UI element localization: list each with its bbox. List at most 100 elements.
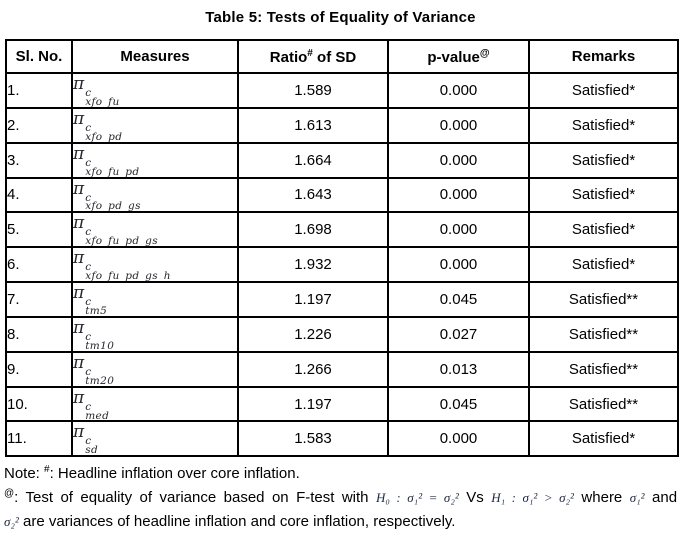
cell-sl-no: 2.: [5, 106, 73, 144]
cell-measure: π c tm5: [71, 281, 239, 318]
note-text: : Test of equality of variance based on …: [14, 489, 369, 507]
hash-marker: #: [44, 464, 50, 476]
header-pvalue-sup: @: [479, 47, 490, 59]
cell-pvalue: 0.000: [387, 141, 530, 179]
cell-ratio: 1.266: [237, 350, 389, 388]
header-ratio-text: Ratio: [269, 48, 308, 66]
note-5pct-significance: **: at 5 per cent level of significance.: [4, 539, 677, 543]
cell-sl-no: 1.: [5, 72, 73, 109]
cell-remarks: Satisfied*: [528, 211, 679, 249]
cell-remarks: Satisfied*: [528, 420, 679, 458]
table-row: 1. π c xfo_fu 1.589 0.000 Satisfied*: [5, 72, 679, 109]
measure-sub: xfo_pd_gs: [85, 200, 141, 213]
measure-scripts: c tm5: [85, 296, 108, 317]
cell-ratio: 1.226: [237, 315, 389, 353]
table-row: 8. π c tm10 1.226 0.027 Satisfied**: [5, 315, 679, 353]
note-text: Vs: [466, 489, 484, 507]
measure-sub: tm20: [85, 374, 115, 387]
pi-symbol: π: [73, 213, 85, 234]
cell-ratio: 1.698: [237, 211, 389, 249]
note-ftest-continued: σ₂² are variances of headline inflation …: [4, 512, 677, 532]
cell-remarks: Satisfied*: [528, 106, 679, 144]
cell-pvalue: 0.027: [387, 315, 530, 353]
pi-symbol: π: [73, 387, 85, 408]
measure-sup: c: [85, 435, 92, 448]
measure-scripts: c xfo_pd_gs: [85, 192, 141, 213]
pi-symbol: π: [73, 422, 85, 443]
table-row: 10. π c med 1.197 0.045 Satisfied**: [5, 385, 679, 423]
cell-measure: π c tm10: [71, 315, 239, 353]
note-ftest: @: Test of equality of variance based on…: [4, 484, 677, 508]
table-row: 6. π c xfo_fu_pd_gs_h 1.932 0.000 Satisfie…: [5, 246, 679, 284]
note-text: : Headline inflation over core inflation…: [49, 465, 300, 483]
cell-measure: π c xfo_fu_pd_gs: [71, 211, 239, 249]
header-ratio-sup: #: [307, 47, 313, 59]
measure-scripts: c tm10: [85, 330, 114, 350]
note-headline-def: Note: #: Headline inflation over core in…: [4, 460, 677, 484]
at-marker: @: [4, 488, 15, 500]
cell-pvalue: 0.000: [387, 176, 530, 214]
measure-sup: c: [85, 365, 92, 378]
table-notes: Note: #: Headline inflation over core in…: [4, 460, 677, 543]
measure-sup: c: [85, 330, 92, 343]
cell-measure: π c xfo_pd_gs: [71, 176, 239, 214]
pi-symbol: π: [73, 352, 85, 373]
cell-sl-no: 7.: [5, 281, 73, 318]
cell-sl-no: 10.: [5, 385, 73, 423]
measure-scripts: c xfo_pd: [85, 123, 123, 143]
cell-sl-no: 6.: [5, 246, 73, 284]
cell-remarks: Satisfied*: [528, 72, 679, 109]
measure-sub: xfo_pd: [85, 130, 123, 143]
pi-symbol: π: [73, 248, 85, 269]
header-row: Sl. No. Measures Ratio# of SD p-value@ R…: [5, 39, 679, 74]
measure-sup: c: [85, 296, 92, 309]
cell-ratio: 1.197: [237, 385, 389, 423]
cell-ratio: 1.664: [237, 141, 389, 179]
measure-scripts: c med: [85, 401, 109, 419]
measure-sub: tm5: [85, 304, 108, 317]
header-ratio: Ratio# of SD: [237, 39, 389, 74]
cell-pvalue: 0.045: [387, 385, 530, 423]
cell-sl-no: 3.: [5, 141, 73, 179]
cell-measure: π c xfo_fu: [71, 72, 239, 109]
cell-ratio: 1.589: [237, 72, 389, 109]
cell-ratio: 1.932: [237, 246, 389, 284]
cell-ratio: 1.583: [237, 420, 389, 458]
measure-scripts: c xfo_fu: [85, 87, 120, 108]
pi-symbol: π: [73, 178, 85, 199]
cell-measure: π c med: [71, 385, 239, 423]
cell-remarks: Satisfied**: [528, 315, 679, 353]
measure-scripts: c xfo_fu_pd_gs: [85, 226, 158, 245]
formula-sigma2: σ₂²: [4, 514, 19, 530]
measure-scripts: c xfo_fu_pd_gs_h: [85, 262, 171, 283]
cell-remarks: Satisfied*: [528, 246, 679, 284]
cell-sl-no: 8.: [5, 315, 73, 353]
cell-sl-no: 11.: [5, 420, 73, 458]
table-row: 7. π c tm5 1.197 0.045 Satisfied**: [5, 281, 679, 318]
cell-measure: π c xfo_fu_pd_gs_h: [71, 246, 239, 284]
cell-pvalue: 0.000: [387, 246, 530, 284]
note-text: where: [581, 489, 623, 507]
table-header: Sl. No. Measures Ratio# of SD p-value@ R…: [5, 39, 679, 74]
measure-sub: sd: [85, 444, 99, 457]
measure-sub: xfo_fu: [85, 95, 120, 108]
note-text: and: [652, 489, 678, 507]
table-row: 4. π c xfo_pd_gs 1.643 0.000 Satisfied*: [5, 176, 679, 214]
measure-sup: c: [85, 87, 92, 99]
measure-scripts: c tm20: [85, 365, 115, 387]
cell-pvalue: 0.000: [387, 106, 530, 144]
header-pvalue: p-value@: [387, 39, 530, 74]
cell-ratio: 1.613: [237, 106, 389, 144]
cell-remarks: Satisfied*: [528, 176, 679, 214]
table-row: 5. π c xfo_fu_pd_gs 1.698 0.000 Satisfied*: [5, 211, 679, 249]
measure-sup: c: [85, 226, 92, 239]
cell-measure: π c xfo_fu_pd: [71, 141, 239, 179]
cell-pvalue: 0.045: [387, 281, 530, 318]
header-measures: Measures: [71, 39, 239, 74]
table-row: 11. π c sd 1.583 0.000 Satisfied*: [5, 420, 679, 458]
cell-remarks: Satisfied**: [528, 350, 679, 388]
cell-measure: π c tm20: [71, 350, 239, 388]
measure-sub: xfo_fu_pd_gs_h: [85, 270, 171, 283]
header-ratio-text2: of SD: [312, 48, 357, 66]
cell-ratio: 1.197: [237, 281, 389, 318]
